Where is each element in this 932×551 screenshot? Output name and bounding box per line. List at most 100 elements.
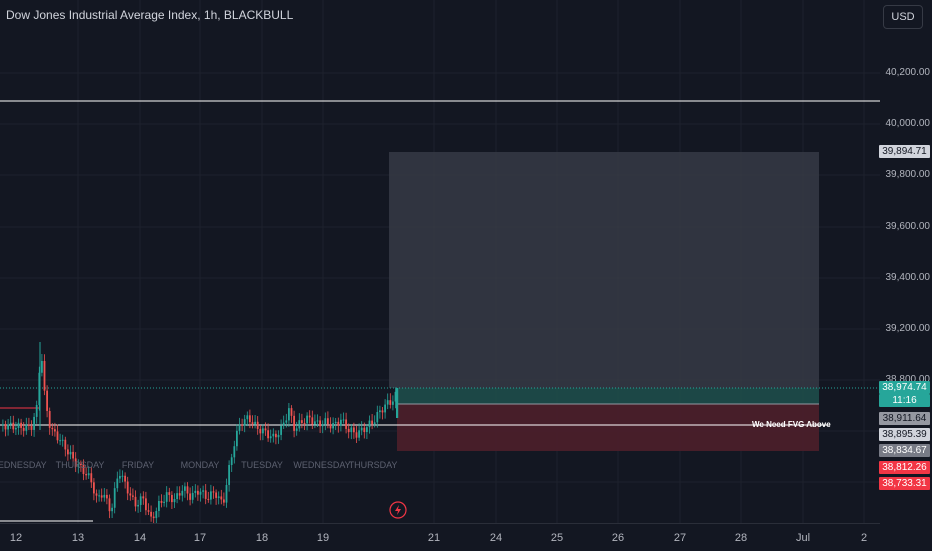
price-label: 38,800.00 bbox=[885, 374, 931, 385]
candle-body bbox=[215, 492, 217, 498]
candle-body bbox=[17, 422, 20, 428]
candle-body bbox=[207, 498, 210, 500]
time-label: 21 bbox=[427, 532, 441, 544]
candle-body bbox=[220, 496, 223, 500]
candle-body bbox=[228, 465, 230, 485]
currency-button[interactable]: USD bbox=[883, 5, 923, 29]
price-tag: 38,733.31 bbox=[879, 477, 930, 490]
candle-body bbox=[288, 408, 290, 421]
candle-body bbox=[111, 507, 113, 512]
candle-body bbox=[108, 498, 111, 512]
candle-body bbox=[93, 482, 95, 494]
candle-body bbox=[4, 424, 7, 430]
time-label: 19 bbox=[316, 532, 330, 544]
candle-body bbox=[165, 492, 168, 502]
time-label: 24 bbox=[489, 532, 503, 544]
candle-body bbox=[67, 449, 69, 455]
candle-body bbox=[202, 490, 204, 492]
candle-body bbox=[90, 473, 93, 483]
candle-body bbox=[87, 473, 90, 476]
candle-body bbox=[184, 486, 186, 491]
price-axis[interactable]: 40,200.00 40,000.00 39,800.00 39,600.00 … bbox=[880, 0, 932, 550]
candle-body bbox=[272, 433, 275, 437]
candle-body bbox=[74, 458, 77, 467]
candle-body bbox=[12, 422, 15, 430]
price-label: 39,400.00 bbox=[885, 272, 931, 283]
candle-body bbox=[38, 372, 41, 405]
candle-body bbox=[28, 424, 30, 426]
candle-body bbox=[197, 490, 199, 495]
candle-body bbox=[311, 417, 314, 425]
candle-body bbox=[95, 493, 98, 496]
candle-body bbox=[155, 511, 158, 519]
lightning-icon[interactable] bbox=[389, 501, 407, 519]
target-zone[interactable] bbox=[389, 152, 819, 388]
candle-body bbox=[64, 439, 67, 450]
candle-body bbox=[106, 494, 108, 499]
candle-body bbox=[186, 486, 189, 494]
candle-body bbox=[319, 420, 321, 427]
candle-body bbox=[61, 439, 64, 441]
candle-body bbox=[163, 501, 165, 503]
candle-body bbox=[358, 430, 360, 438]
candle-body bbox=[298, 420, 301, 429]
day-label: THURSDAY bbox=[55, 460, 105, 470]
candle-body bbox=[35, 404, 38, 417]
day-label: MONDAY bbox=[180, 460, 220, 470]
candle-body bbox=[371, 420, 373, 425]
candle-body bbox=[249, 415, 251, 423]
candle-body bbox=[204, 490, 207, 499]
candle-body bbox=[103, 494, 106, 498]
candle-body bbox=[230, 457, 233, 466]
candle-body bbox=[147, 510, 150, 512]
time-label: 18 bbox=[255, 532, 269, 544]
candle-body bbox=[217, 496, 220, 498]
candle-body bbox=[332, 423, 334, 429]
price-chart[interactable] bbox=[0, 0, 880, 523]
time-axis[interactable]: 12 13 14 17 18 19 21 24 25 26 27 28 Jul … bbox=[0, 523, 880, 551]
candle-body bbox=[254, 421, 256, 425]
candle-body bbox=[233, 446, 236, 458]
candle-body bbox=[134, 496, 137, 507]
candle-body bbox=[69, 451, 72, 455]
candle-body bbox=[259, 428, 262, 434]
entry-zone[interactable] bbox=[397, 388, 819, 404]
candle-body bbox=[282, 422, 285, 426]
time-label: 14 bbox=[133, 532, 147, 544]
candle-body bbox=[142, 496, 145, 499]
candle-body bbox=[82, 464, 85, 475]
time-label: 28 bbox=[734, 532, 748, 544]
candle-body bbox=[321, 424, 324, 427]
time-label: 13 bbox=[71, 532, 85, 544]
candle-body bbox=[2, 424, 4, 426]
candle-body bbox=[324, 418, 327, 425]
candle-body bbox=[168, 492, 171, 495]
candle-body bbox=[139, 496, 142, 505]
candle-body bbox=[262, 428, 264, 434]
time-label: Jul bbox=[795, 532, 811, 544]
candle-body bbox=[353, 427, 355, 433]
candle-body bbox=[132, 495, 134, 497]
candle-body bbox=[269, 436, 272, 439]
candle-body bbox=[285, 420, 288, 423]
fvg-annotation[interactable]: We Need FVG Above bbox=[752, 420, 831, 429]
candle-body bbox=[329, 424, 332, 429]
time-label: 2 bbox=[860, 532, 868, 544]
candle-body bbox=[314, 421, 316, 425]
candle-body bbox=[264, 428, 267, 431]
candle-body bbox=[340, 419, 342, 426]
candle-body bbox=[236, 430, 238, 447]
candle-body bbox=[316, 420, 319, 422]
candle-body bbox=[158, 501, 160, 512]
candle-body bbox=[267, 430, 269, 439]
candle-body bbox=[290, 408, 293, 416]
candle-body bbox=[384, 404, 386, 413]
candle-body bbox=[41, 360, 43, 373]
stop-zone[interactable] bbox=[397, 404, 819, 451]
candle-body bbox=[251, 422, 254, 425]
candle-body bbox=[100, 495, 103, 498]
candle-body bbox=[212, 491, 215, 493]
candle-body bbox=[176, 493, 178, 499]
candles bbox=[2, 342, 399, 523]
price-tag: 38,834.67 bbox=[879, 444, 930, 457]
